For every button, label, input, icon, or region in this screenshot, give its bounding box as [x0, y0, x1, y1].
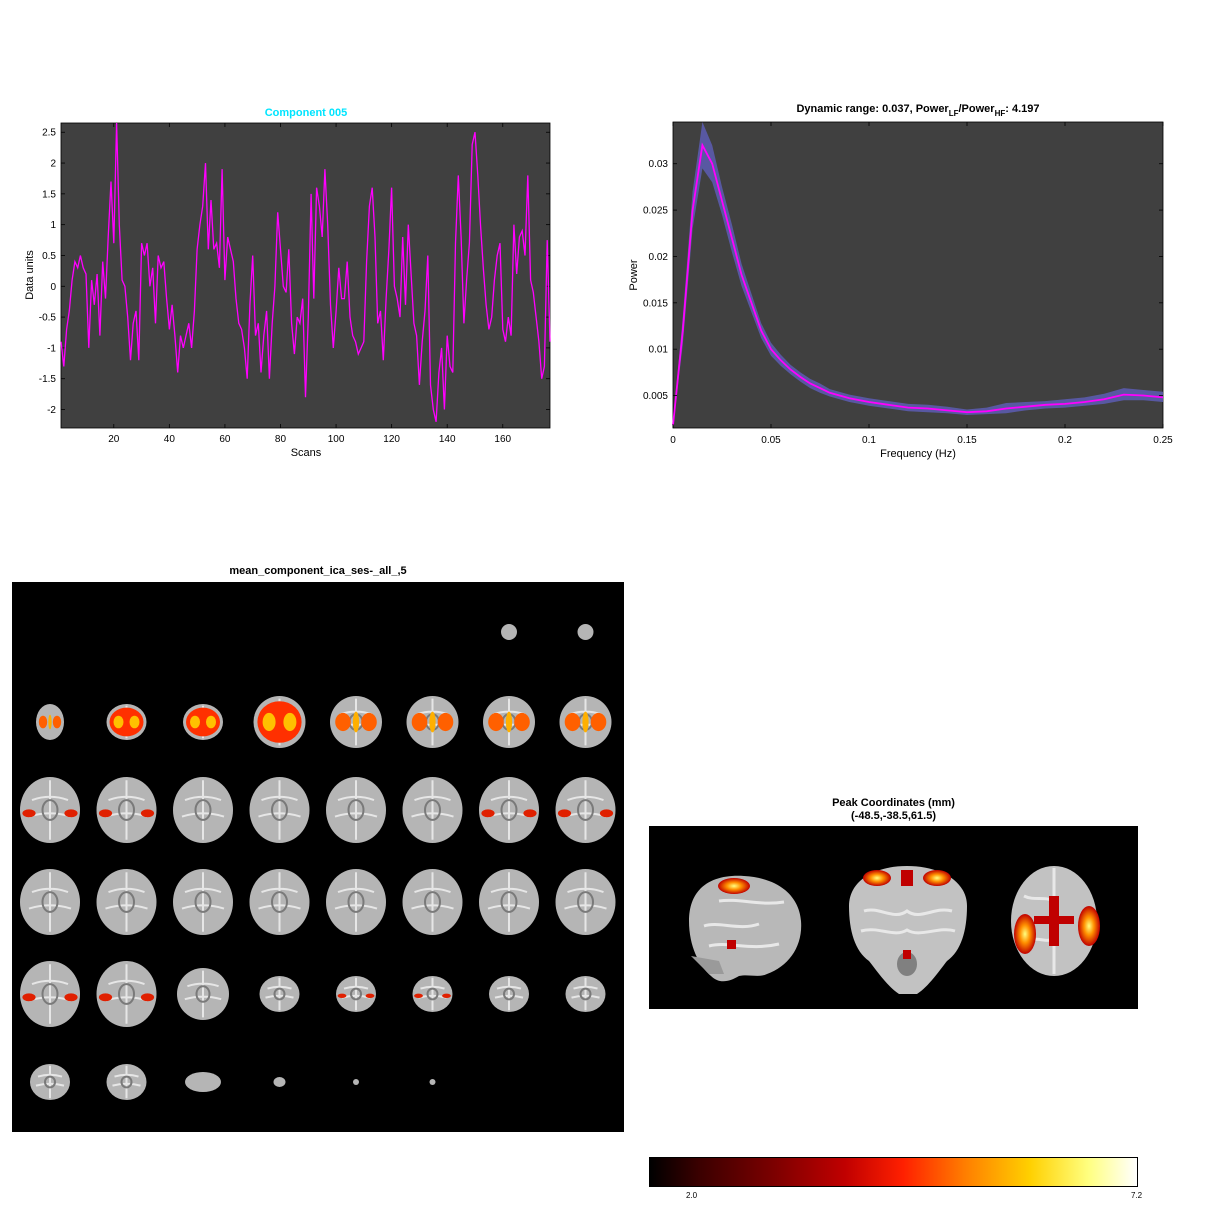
montage-slice	[555, 777, 616, 843]
montage-slice	[96, 961, 157, 1027]
montage-slice	[479, 869, 539, 935]
montage-slice	[429, 1079, 436, 1085]
montage-slice	[249, 777, 310, 843]
timecourse-ytick-label: -1.5	[39, 374, 57, 385]
montage-slice	[177, 968, 229, 1020]
montage-slice	[253, 696, 306, 748]
montage-slice	[30, 1064, 70, 1100]
timecourse-xtick-label: 60	[219, 434, 231, 445]
spectrum-mean-line	[672, 142, 1164, 426]
montage-slice	[326, 777, 386, 843]
timecourse-ytick-label: -1	[47, 343, 56, 354]
montage-slice	[336, 976, 376, 1012]
spectrum-xtick-label: 0.15	[957, 435, 977, 446]
montage-slice	[259, 976, 300, 1012]
montage-slice	[173, 777, 233, 843]
spectrum-xtick-label: 0.2	[1058, 435, 1072, 446]
montage-slice	[353, 1079, 359, 1085]
montage-slice	[406, 696, 459, 748]
peak-views	[689, 866, 1100, 994]
montage-slice	[173, 869, 233, 935]
spectrum-ytick-label: 0.02	[649, 252, 669, 263]
peak-coordinates: (-48.5,-38.5,61.5)	[851, 810, 936, 822]
spectrum-plot-area	[672, 121, 1164, 429]
timecourse-ytick-label: 2.5	[42, 128, 56, 139]
colorbar	[649, 1157, 1138, 1187]
coronal-view	[849, 866, 967, 994]
spectrum-ytick-label: 0.025	[643, 206, 668, 217]
montage-slice	[479, 777, 539, 843]
montage-panel	[12, 582, 624, 1132]
spectrum-ytick-label: 0.01	[649, 345, 669, 356]
montage-slice	[402, 869, 463, 935]
montage-slice	[489, 976, 529, 1012]
montage-slice	[249, 869, 310, 935]
peak-title-block: Peak Coordinates (mm) (-48.5,-38.5,61.5)	[649, 797, 1138, 823]
montage-slice	[555, 869, 616, 935]
peak-title: Peak Coordinates (mm)	[832, 797, 955, 809]
spectrum-xtick-label: 0.05	[761, 435, 781, 446]
montage-slice	[106, 1064, 147, 1100]
montage-slice	[501, 624, 517, 640]
montage-slice	[402, 777, 463, 843]
timecourse-ytick-label: -0.5	[39, 313, 57, 324]
spectrum-ytick-label: 0.015	[643, 298, 668, 309]
timecourse-ytick-label: -2	[47, 405, 56, 416]
montage-slice	[273, 1077, 286, 1087]
timecourse-title: Component 005	[265, 107, 348, 119]
sagittal-view	[689, 875, 802, 982]
montage-slice	[330, 696, 382, 748]
spectrum-ytick-label: 0.005	[643, 391, 668, 402]
montage-slice	[96, 777, 157, 843]
timecourse-ytick-label: 1.5	[42, 189, 56, 200]
timecourse-ylabel: Data units	[24, 250, 36, 300]
montage-title: mean_component_ica_ses-_all_,5	[229, 565, 407, 577]
timecourse-xtick-label: 120	[383, 434, 400, 445]
colorbar-max-label: 7.2	[1131, 1191, 1143, 1200]
spectrum-xtick-label: 0	[670, 435, 676, 446]
montage-slice	[36, 704, 64, 740]
timecourse-chart: Component 005 -2 -1.5 -1 -0.5 0 0.5 1 1.5 2 2.5 2…	[24, 107, 551, 459]
spectrum-xtick-label: 0.25	[1153, 435, 1173, 446]
timecourse-ytick-label: 0.5	[42, 251, 56, 262]
montage-slice	[483, 696, 535, 748]
peak-panel	[649, 826, 1138, 1009]
montage-slice	[183, 704, 223, 740]
axial-view	[1011, 866, 1100, 976]
montage-slice	[106, 704, 147, 740]
spectrum-ylabel: Power	[628, 259, 640, 291]
montage-slice	[20, 777, 80, 843]
montage-slice	[412, 976, 453, 1012]
timecourse-xtick-label: 140	[439, 434, 456, 445]
timecourse-xtick-label: 80	[275, 434, 287, 445]
montage-slices	[20, 624, 616, 1100]
montage-slice	[577, 624, 594, 640]
montage-slice	[185, 1072, 221, 1092]
timecourse-ytick-label: 0	[50, 282, 56, 293]
timecourse-xtick-label: 160	[494, 434, 511, 445]
spectrum-xlabel: Frequency (Hz)	[880, 448, 956, 460]
spectrum-title: Dynamic range: 0.037, PowerLF/PowerHF: 4…	[796, 103, 1039, 118]
montage-slice	[565, 976, 606, 1012]
montage-slice	[326, 869, 386, 935]
colorbar-min-label: 2.0	[686, 1191, 698, 1200]
spectrum-ytick-label: 0.03	[649, 159, 669, 170]
spectrum-xtick-label: 0.1	[862, 435, 876, 446]
timecourse-xlabel: Scans	[291, 447, 322, 459]
montage-slice	[20, 961, 80, 1027]
timecourse-ytick-label: 2	[50, 159, 56, 170]
timecourse-ytick-label: 1	[50, 220, 56, 231]
timecourse-xtick-label: 40	[164, 434, 176, 445]
spectrum-chart: Dynamic range: 0.037, PowerLF/PowerHF: 4…	[628, 103, 1173, 460]
montage-slice	[20, 869, 80, 935]
timecourse-xtick-label: 20	[108, 434, 120, 445]
montage-slice	[96, 869, 157, 935]
timecourse-xtick-label: 100	[328, 434, 345, 445]
timecourse-series-line	[60, 122, 551, 422]
montage-slice	[559, 696, 612, 748]
